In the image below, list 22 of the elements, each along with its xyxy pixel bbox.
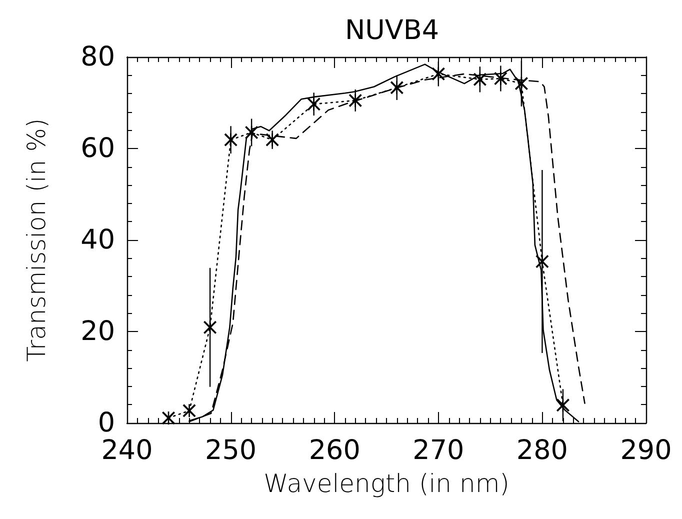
- point: [494, 72, 508, 86]
- x-axis-title: Wavelength (in nm): [264, 469, 510, 498]
- y-tick-label: 40: [80, 224, 115, 256]
- chart-title: NUVB4: [344, 15, 440, 46]
- x-tick-label: 270: [412, 435, 464, 466]
- y-tick-label: 80: [80, 42, 115, 72]
- point: [182, 404, 196, 418]
- x-tick-label: 260: [308, 435, 360, 466]
- point: [432, 67, 445, 80]
- y-tick-label: 60: [80, 133, 115, 164]
- x-tick-label: 250: [205, 435, 257, 466]
- point: [348, 94, 362, 107]
- y-tick-label: 20: [80, 316, 115, 347]
- point: [162, 411, 176, 424]
- y-axis-title: Transmission (in %): [22, 118, 51, 362]
- point: [266, 133, 279, 146]
- x-tick-label: 290: [620, 435, 672, 466]
- point: [536, 255, 549, 268]
- point: [224, 133, 238, 146]
- x-tick-label: 280: [516, 435, 568, 466]
- point: [307, 98, 320, 111]
- point: [390, 81, 404, 94]
